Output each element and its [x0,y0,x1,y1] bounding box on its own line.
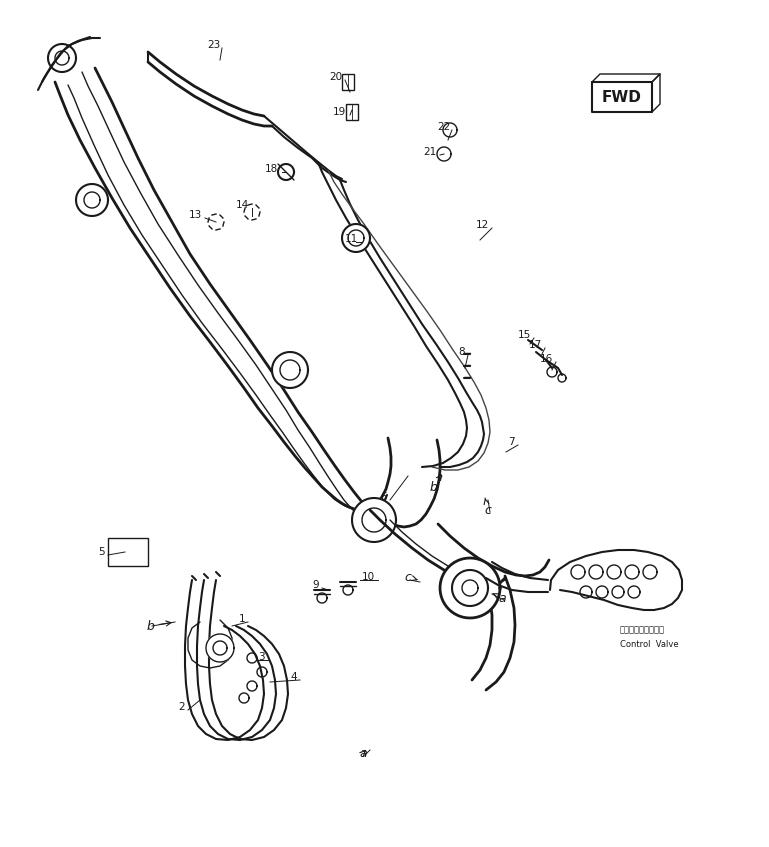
Text: 21: 21 [424,147,437,157]
Polygon shape [440,558,500,618]
Text: 8: 8 [458,347,465,357]
Text: 17: 17 [529,340,542,350]
Text: 22: 22 [437,122,450,132]
Text: Control  Valve: Control Valve [620,639,678,649]
Text: 9: 9 [312,580,319,590]
Polygon shape [272,352,308,388]
Text: 5: 5 [98,547,105,557]
Text: b: b [429,475,441,494]
Text: FWD: FWD [602,90,642,104]
Text: 2: 2 [178,702,185,712]
Bar [342,74,354,90]
Text: 12: 12 [476,220,489,230]
Polygon shape [206,634,234,662]
Text: 10: 10 [362,572,375,582]
Text: 23: 23 [207,40,220,50]
Text: 19: 19 [333,107,346,117]
Text: 18: 18 [265,164,278,174]
Text: 1: 1 [238,614,245,624]
Text: 16: 16 [540,354,553,364]
Bar [346,104,358,120]
Text: a: a [493,591,506,605]
Text: コントロールバルブ: コントロールバルブ [620,625,665,634]
Text: 13: 13 [188,210,202,220]
Text: 7: 7 [508,437,515,447]
Text: 11: 11 [345,234,358,244]
Text: 6: 6 [381,492,387,502]
Text: 20: 20 [329,72,342,82]
Text: 3: 3 [258,652,265,662]
Text: 15: 15 [518,330,531,340]
Text: c: c [404,571,417,584]
Bar [108,538,148,566]
Polygon shape [352,498,396,542]
Polygon shape [342,224,370,252]
Text: c: c [484,498,491,517]
Polygon shape [76,184,108,216]
Text: a: a [359,746,367,760]
Polygon shape [48,44,76,72]
Text: 4: 4 [291,672,297,682]
Text: 14: 14 [236,200,249,210]
Text: b: b [146,619,171,633]
